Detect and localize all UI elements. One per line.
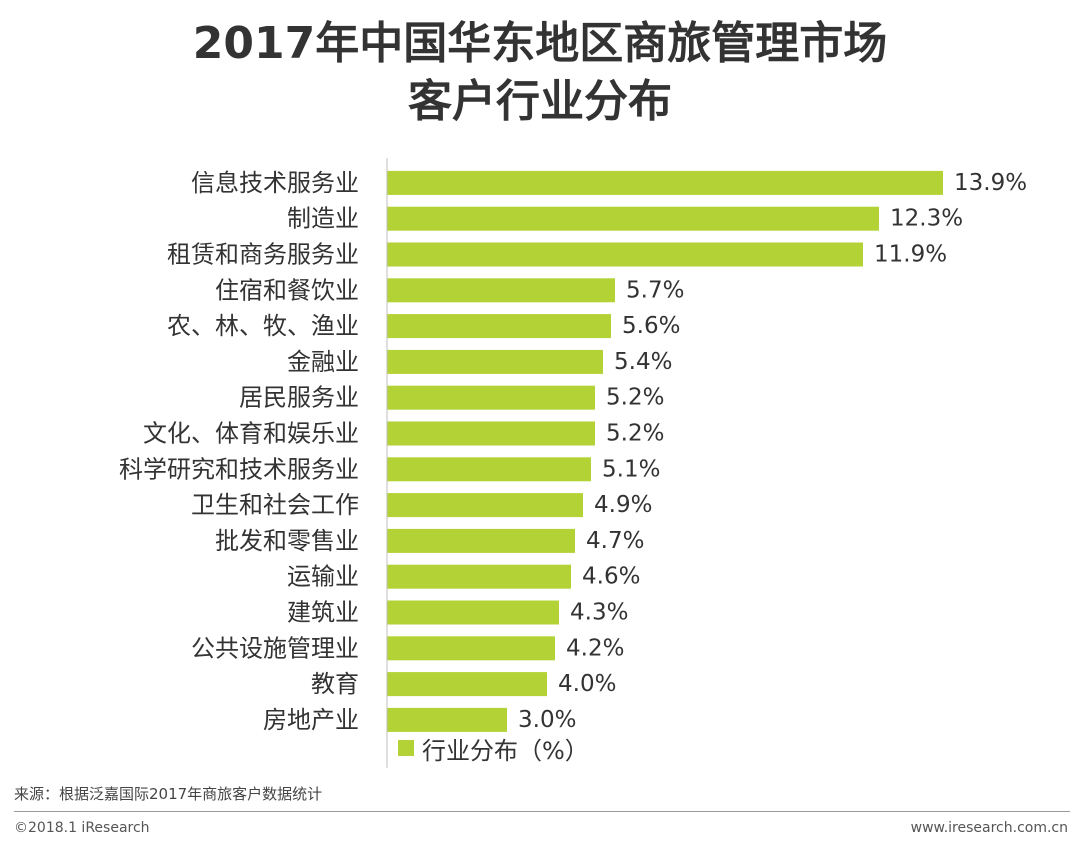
bar bbox=[387, 242, 863, 267]
value-label: 5.2% bbox=[606, 421, 664, 447]
value-label: 4.0% bbox=[558, 671, 616, 697]
bar bbox=[387, 672, 547, 697]
bar bbox=[387, 707, 507, 732]
value-label: 5.6% bbox=[622, 313, 680, 339]
category-label: 运输业 bbox=[287, 563, 359, 591]
value-label: 3.0% bbox=[518, 707, 576, 733]
value-label: 5.2% bbox=[606, 385, 664, 411]
value-label: 4.2% bbox=[566, 635, 624, 661]
category-label: 租赁和商务服务业 bbox=[167, 241, 359, 269]
value-label: 13.9% bbox=[954, 170, 1027, 196]
bar bbox=[387, 600, 559, 625]
value-label: 4.7% bbox=[586, 528, 644, 554]
category-label: 卫生和社会工作 bbox=[191, 491, 359, 519]
bar bbox=[387, 564, 571, 589]
bar bbox=[387, 636, 555, 661]
category-label: 文化、体育和娱乐业 bbox=[143, 420, 359, 448]
source-note: 来源：根据泛嘉国际2017年商旅客户数据统计 bbox=[14, 785, 323, 803]
value-label: 5.7% bbox=[626, 277, 684, 303]
bar bbox=[387, 278, 615, 303]
bar bbox=[387, 170, 943, 195]
legend-swatch bbox=[398, 740, 414, 756]
category-label: 公共设施管理业 bbox=[191, 634, 359, 662]
footer-divider bbox=[14, 811, 1070, 812]
value-label: 11.9% bbox=[874, 242, 947, 268]
value-label: 12.3% bbox=[890, 206, 963, 232]
copyright-text: ©2018.1 iResearch bbox=[14, 820, 150, 836]
bar-group: 信息技术服务业 13.9% 制造业 12.3% 租赁和商务服务业 11.9% 住宿和餐饮业 5… bbox=[119, 169, 1027, 734]
bar bbox=[387, 528, 575, 553]
value-label: 4.6% bbox=[582, 564, 640, 590]
bar bbox=[387, 349, 603, 374]
category-label: 批发和零售业 bbox=[215, 527, 359, 555]
category-label: 教育 bbox=[311, 670, 359, 698]
bar bbox=[387, 457, 591, 482]
category-label: 信息技术服务业 bbox=[191, 169, 359, 197]
category-label: 房地产业 bbox=[263, 706, 359, 734]
legend-label: 行业分布（%） bbox=[422, 736, 589, 765]
category-label: 农、林、牧、渔业 bbox=[167, 312, 359, 340]
category-label: 住宿和餐饮业 bbox=[215, 276, 359, 304]
bar bbox=[387, 385, 595, 410]
category-label: 金融业 bbox=[287, 348, 359, 376]
category-label: 建筑业 bbox=[287, 599, 359, 627]
bar bbox=[387, 314, 611, 339]
bar bbox=[387, 493, 583, 518]
category-label: 制造业 bbox=[287, 205, 359, 233]
category-label: 居民服务业 bbox=[239, 384, 359, 412]
chart-title-line-1: 2017年中国华东地区商旅管理市场 bbox=[192, 18, 888, 69]
value-label: 5.4% bbox=[614, 349, 672, 375]
value-label: 4.3% bbox=[570, 600, 628, 626]
website-url: www.iresearch.com.cn bbox=[910, 820, 1068, 836]
category-label: 科学研究和技术服务业 bbox=[119, 455, 359, 483]
value-label: 4.9% bbox=[594, 492, 652, 518]
bar bbox=[387, 206, 879, 231]
chart-title-line-2: 客户行业分布 bbox=[408, 76, 672, 127]
bar bbox=[387, 421, 595, 446]
legend: 行业分布（%） bbox=[398, 733, 589, 765]
value-label: 5.1% bbox=[602, 456, 660, 482]
